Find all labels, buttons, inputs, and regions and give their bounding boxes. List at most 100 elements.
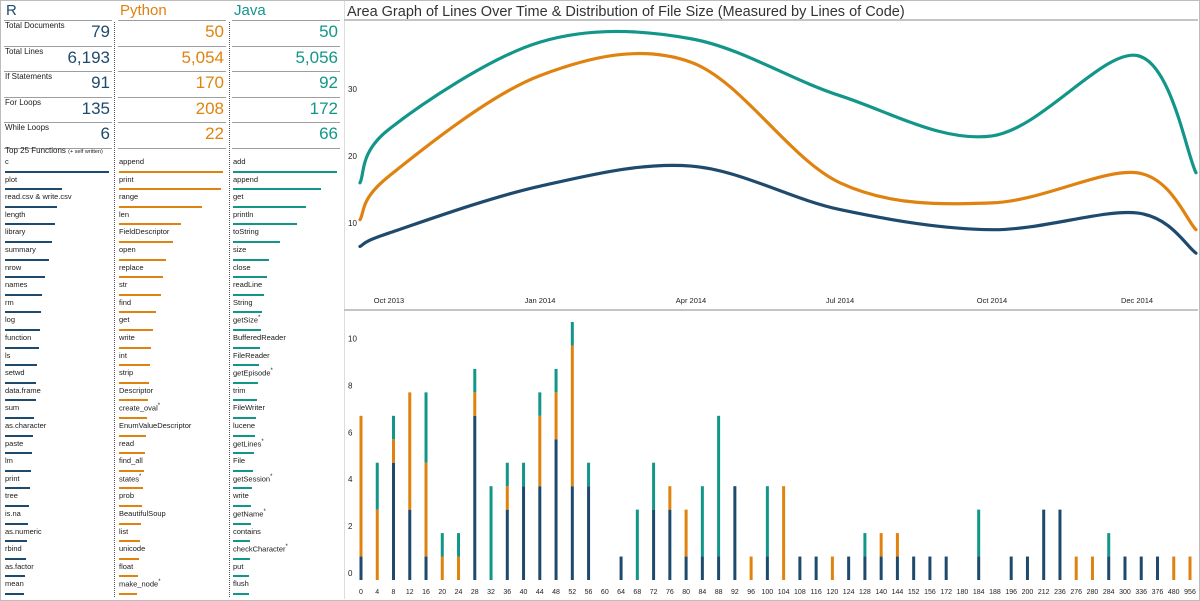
function-row: File [233, 454, 339, 472]
bar-segment-python [440, 556, 444, 580]
x-tick-label: 20 [438, 589, 446, 596]
function-usage-bar [119, 170, 223, 173]
function-row: names [5, 278, 111, 296]
bar-segment-java [457, 533, 461, 557]
metric-ifs: 170 [118, 71, 226, 98]
metric-value: 22 [205, 124, 224, 143]
function-name: summary [5, 245, 36, 254]
function-row: make_node* [119, 577, 225, 595]
x-tick-label: 188 [989, 589, 1001, 596]
bar-segment-java [538, 392, 542, 416]
function-row: getLines* [233, 437, 339, 455]
function-row: c [5, 155, 111, 173]
x-tick-label: 56 [585, 589, 593, 596]
series-line-python [358, 51, 1198, 232]
function-name: sum [5, 403, 20, 413]
function-usage-bar [5, 469, 31, 472]
function-row: trim [233, 384, 339, 402]
function-row: EnumValueDescriptor [119, 419, 225, 437]
x-tick-label: 140 [875, 589, 887, 596]
function-row: list [119, 525, 225, 543]
function-usage-bar [5, 381, 37, 384]
function-usage-bar [119, 540, 140, 543]
function-name: data.frame [5, 385, 41, 395]
metric-value: 91 [91, 73, 110, 92]
function-usage-bar [233, 434, 255, 437]
function-row: append [233, 173, 339, 191]
bar-segment-python [392, 439, 396, 463]
function-name: BufferedReader [233, 333, 286, 342]
bar-segment-r [1025, 556, 1029, 580]
function-name: rm [5, 297, 14, 307]
y-tick-label: 10 [348, 334, 357, 343]
function-name: add [233, 157, 246, 166]
function-name: as.numeric [5, 526, 42, 536]
x-tick-label: 116 [811, 589, 822, 596]
bar-segment-python [782, 486, 786, 580]
summary-column-python: Python 50 5,054 170 208 22 append print range len… [118, 0, 226, 599]
metric-docs: 50 [232, 20, 340, 47]
metric-value: 79 [91, 22, 110, 41]
function-row: FieldDescriptor [119, 225, 225, 243]
function-row: range [119, 190, 225, 208]
function-row: BeautifulSoup [119, 507, 225, 525]
function-row: unicode [119, 542, 225, 560]
function-usage-bar [233, 504, 251, 507]
bar-segment-python [879, 533, 883, 557]
bar-segment-java [1107, 533, 1111, 557]
function-usage-bar [5, 434, 34, 437]
x-tick-label: 16 [422, 589, 430, 596]
function-usage-bar [119, 557, 139, 560]
function-usage-bar [5, 399, 37, 402]
function-usage-bar [119, 240, 174, 243]
function-name: contains [233, 526, 261, 536]
metric-fors: For Loops 135 [4, 96, 112, 124]
bar-segment-java [863, 533, 867, 557]
x-tick-label: 172 [940, 589, 952, 596]
bar-segment-java [587, 462, 591, 487]
x-tick-label: Apr 2014 [676, 296, 706, 305]
function-name: size [233, 245, 247, 254]
function-name: unicode [119, 544, 146, 554]
bar-segment-r [587, 486, 591, 580]
function-row: getSession* [233, 472, 339, 490]
function-row: mean [5, 577, 111, 595]
x-tick-label: 12 [406, 589, 414, 596]
function-usage-bar [5, 205, 57, 208]
function-name: str [119, 280, 128, 290]
bar-segment-java [473, 368, 477, 393]
function-row: as.factor [5, 560, 111, 578]
bar-segment-python [375, 509, 379, 580]
bar-segment-python [1172, 556, 1176, 580]
function-row: getSize* [233, 313, 339, 331]
function-usage-bar [5, 452, 33, 455]
function-name: plot [5, 174, 18, 184]
bar-segment-java [554, 368, 558, 393]
bar-segment-r [1139, 556, 1143, 580]
function-name: append [119, 157, 145, 166]
bar-segment-java [717, 415, 721, 557]
metric-value: 6,193 [67, 47, 110, 67]
function-usage-bar [119, 381, 150, 384]
function-name: c [5, 157, 9, 166]
bar-segment-r [522, 486, 526, 580]
function-usage-bar [5, 276, 45, 279]
x-tick-label: 480 [1168, 589, 1180, 596]
function-row: tree [5, 489, 111, 507]
function-usage-bar [119, 487, 143, 490]
metric-lines: 5,054 [118, 45, 226, 73]
function-row: read [119, 437, 225, 455]
function-usage-bar [119, 311, 157, 314]
bar-segment-python [830, 556, 834, 580]
x-tick-label: 48 [552, 589, 560, 596]
function-row: as.numeric [5, 525, 111, 543]
function-usage-bar [233, 452, 254, 455]
metric-whiles: 22 [118, 122, 226, 149]
function-usage-bar [233, 416, 256, 419]
bar-segment-r [895, 556, 899, 580]
x-tick-label: 80 [682, 589, 690, 596]
function-usage-bar [233, 522, 251, 525]
bar-segment-java [570, 322, 574, 346]
function-name: make_node* [119, 579, 161, 589]
